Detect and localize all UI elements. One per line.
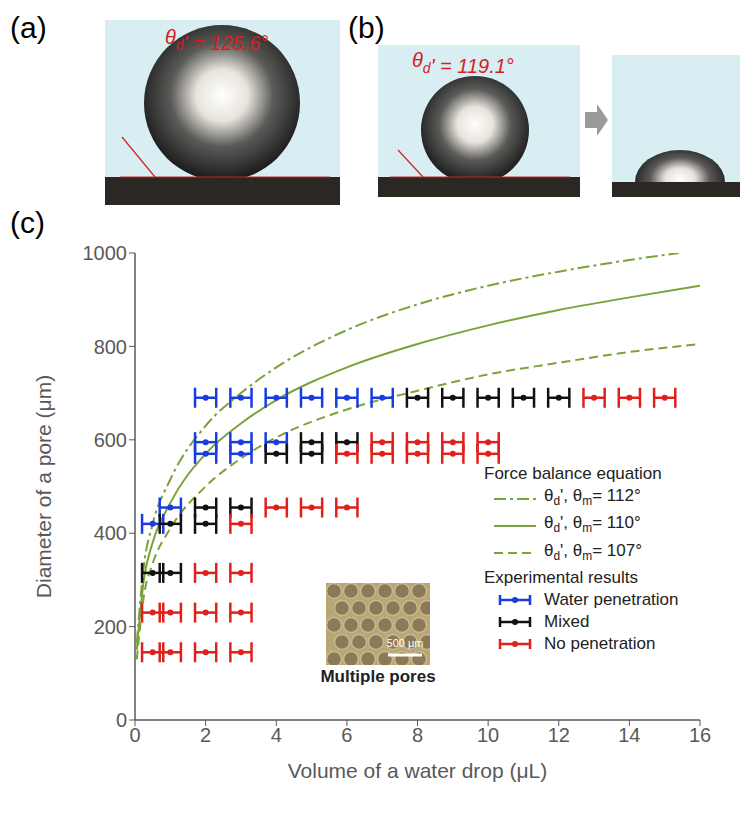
svg-text:12: 12 xyxy=(548,724,570,746)
svg-text:400: 400 xyxy=(94,522,127,544)
svg-text:(a): (a) xyxy=(10,11,47,44)
html-text:Force balance equation: Force balance equation xyxy=(484,464,662,483)
svg-text:8: 8 xyxy=(412,724,423,746)
svg-text:0: 0 xyxy=(116,709,127,731)
html-text:No penetration: No penetration xyxy=(544,634,656,654)
svg-text:200: 200 xyxy=(94,616,127,638)
svg-text:6: 6 xyxy=(341,724,352,746)
html-text:Multiple pores: Multiple pores xyxy=(320,667,436,686)
svg-text:600: 600 xyxy=(94,429,127,451)
svg-text:800: 800 xyxy=(94,336,127,358)
html-text:θd', θm= 110°: θd', θm= 110° xyxy=(544,513,641,536)
svg-text:2: 2 xyxy=(200,724,211,746)
svg-text:1000: 1000 xyxy=(83,242,128,264)
svg-text:500 μm: 500 μm xyxy=(387,637,424,649)
svg-text:4: 4 xyxy=(271,724,282,746)
html-text:(c): (c) xyxy=(10,206,45,239)
svg-text:θd' = 125.6°: θd' = 125.6° xyxy=(165,26,268,54)
svg-text:Volume of a water drop (μL): Volume of a water drop (μL) xyxy=(288,759,548,782)
html-text:θd', θm= 112°: θd', θm= 112° xyxy=(544,486,641,509)
svg-text:Diameter of a pore (μm): Diameter of a pore (μm) xyxy=(32,375,55,598)
svg-text:0: 0 xyxy=(129,724,140,746)
svg-text:θd' = 119.1°: θd' = 119.1° xyxy=(412,49,514,77)
svg-text:(b): (b) xyxy=(348,11,385,44)
html-text:Experimental results: Experimental results xyxy=(484,568,638,588)
svg-text:14: 14 xyxy=(618,724,640,746)
svg-text:16: 16 xyxy=(689,724,711,746)
svg-text:10: 10 xyxy=(477,724,499,746)
html-text:Mixed: Mixed xyxy=(544,612,590,632)
html-text:Water penetration: Water penetration xyxy=(544,590,679,610)
html-text:θd', θm= 107°: θd', θm= 107° xyxy=(544,540,642,564)
